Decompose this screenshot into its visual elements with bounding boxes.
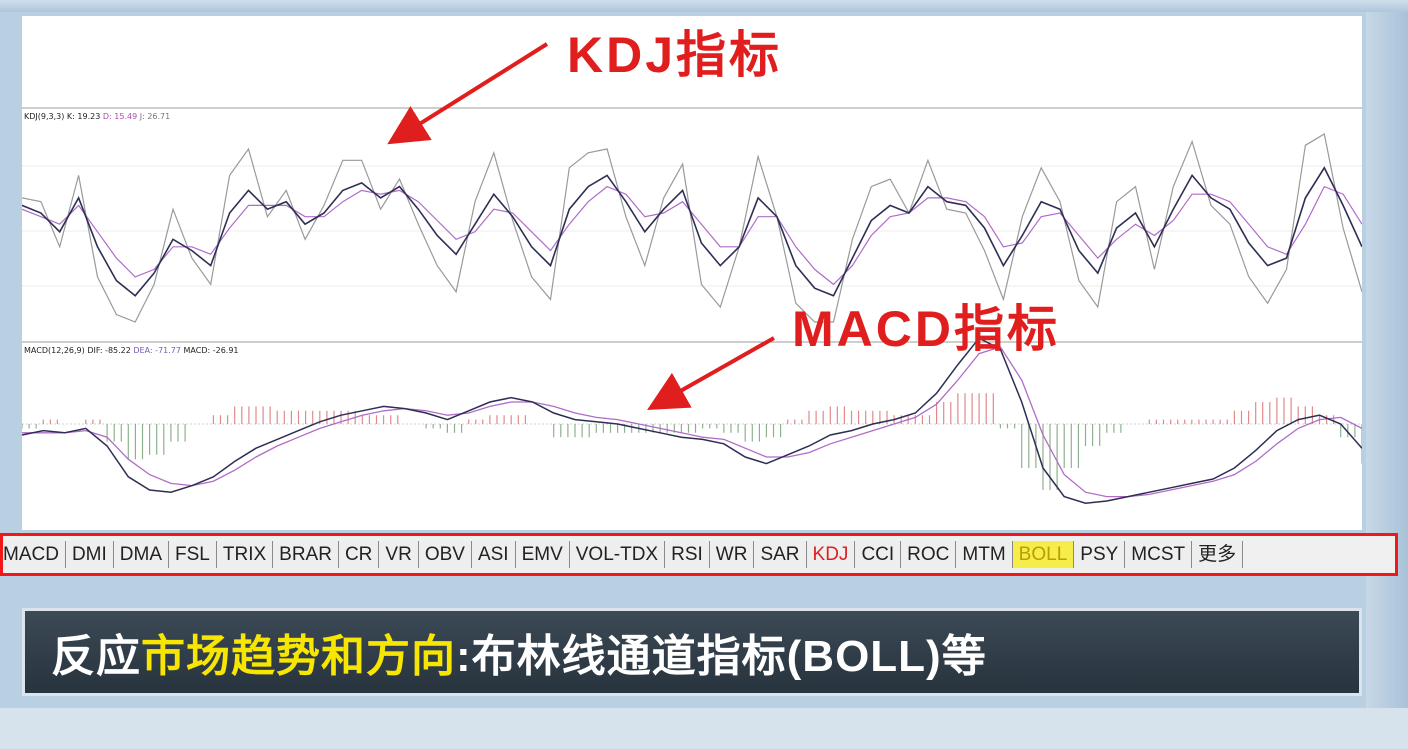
- tab-brar[interactable]: BRAR: [273, 541, 339, 568]
- kdj-name: KDJ(9,3,3): [24, 112, 65, 121]
- macd-arrow: [647, 336, 775, 410]
- subtitle-highlight: 市场趋势和方向: [141, 632, 456, 681]
- kdj-k-value: K: 19.23: [66, 112, 101, 121]
- tab-sar[interactable]: SAR: [754, 541, 807, 568]
- subtitle-part3: :布林线通道指标(BOLL)等: [456, 632, 987, 681]
- tab-cci[interactable]: CCI: [855, 541, 902, 568]
- window-frame-top: [0, 0, 1408, 12]
- window-frame-right: [1366, 12, 1408, 708]
- tab-roc[interactable]: ROC: [901, 541, 957, 568]
- kdj-d-value: D: 15.49: [102, 112, 138, 121]
- subtitle-text: 反应市场趋势和方向:布林线通道指标(BOLL)等: [51, 620, 987, 684]
- macd-name: MACD(12,26,9): [24, 346, 85, 355]
- tab-kdj[interactable]: KDJ: [806, 541, 856, 568]
- macd-caption: MACD指标: [792, 301, 1060, 357]
- kdj-j-line: [22, 133, 1362, 323]
- tab-wr[interactable]: WR: [709, 541, 755, 568]
- indicator-chart-svg: [22, 42, 1362, 504]
- kdj-panel-label: KDJ(9,3,3) K: 19.23 D: 15.49 J: 26.71: [24, 112, 170, 121]
- tab-vol-tdx[interactable]: VOL-TDX: [569, 541, 666, 568]
- indicator-chart-area: KDJ指标 MACD指标 KDJ(9,3,3) K: 19.23 D: 15.4…: [22, 16, 1362, 530]
- macd-dea-value: DEA: -71.77: [133, 346, 181, 355]
- kdj-arrow: [387, 42, 549, 145]
- tab-fsl[interactable]: FSL: [169, 541, 217, 568]
- tab-boll[interactable]: BOLL: [1012, 541, 1075, 568]
- tab--[interactable]: 更多: [1192, 541, 1244, 568]
- tab-rsi[interactable]: RSI: [665, 541, 710, 568]
- kdj-d-line: [22, 185, 1362, 286]
- macd-dea-line: [22, 346, 1362, 498]
- tab-psy[interactable]: PSY: [1074, 541, 1126, 568]
- subtitle-part1: 反应: [51, 632, 141, 681]
- tab-trix[interactable]: TRIX: [216, 541, 274, 568]
- tab-asi[interactable]: ASI: [471, 541, 516, 568]
- tab-dma[interactable]: DMA: [113, 541, 170, 568]
- indicator-tabs-bar: MACD DMI DMA FSL TRIX BRAR CR VR OBV ASI EMV VOL-TD…: [0, 533, 1398, 576]
- kdj-j-value: J: 26.71: [139, 112, 171, 121]
- tab-obv[interactable]: OBV: [418, 541, 472, 568]
- window-frame-bottom: [0, 708, 1408, 749]
- kdj-k-line: [22, 166, 1362, 297]
- tab-cr[interactable]: CR: [338, 541, 380, 568]
- tab-dmi[interactable]: DMI: [65, 541, 114, 568]
- macd-dif-value: DIF: -85.22: [87, 346, 131, 355]
- tab-mtm[interactable]: MTM: [956, 541, 1013, 568]
- macd-dif-line: [22, 337, 1362, 504]
- macd-panel-label: MACD(12,26,9) DIF: -85.22 DEA: -71.77 MA…: [24, 346, 239, 355]
- tab-emv[interactable]: EMV: [515, 541, 570, 568]
- tab-mcst[interactable]: MCST: [1125, 541, 1193, 568]
- kdj-caption: KDJ指标: [567, 27, 783, 83]
- subtitle-bar: 反应市场趋势和方向:布林线通道指标(BOLL)等: [22, 608, 1362, 696]
- tab-vr[interactable]: VR: [379, 541, 419, 568]
- tab-macd[interactable]: MACD: [3, 541, 66, 568]
- macd-value: MACD: -26.91: [183, 346, 239, 355]
